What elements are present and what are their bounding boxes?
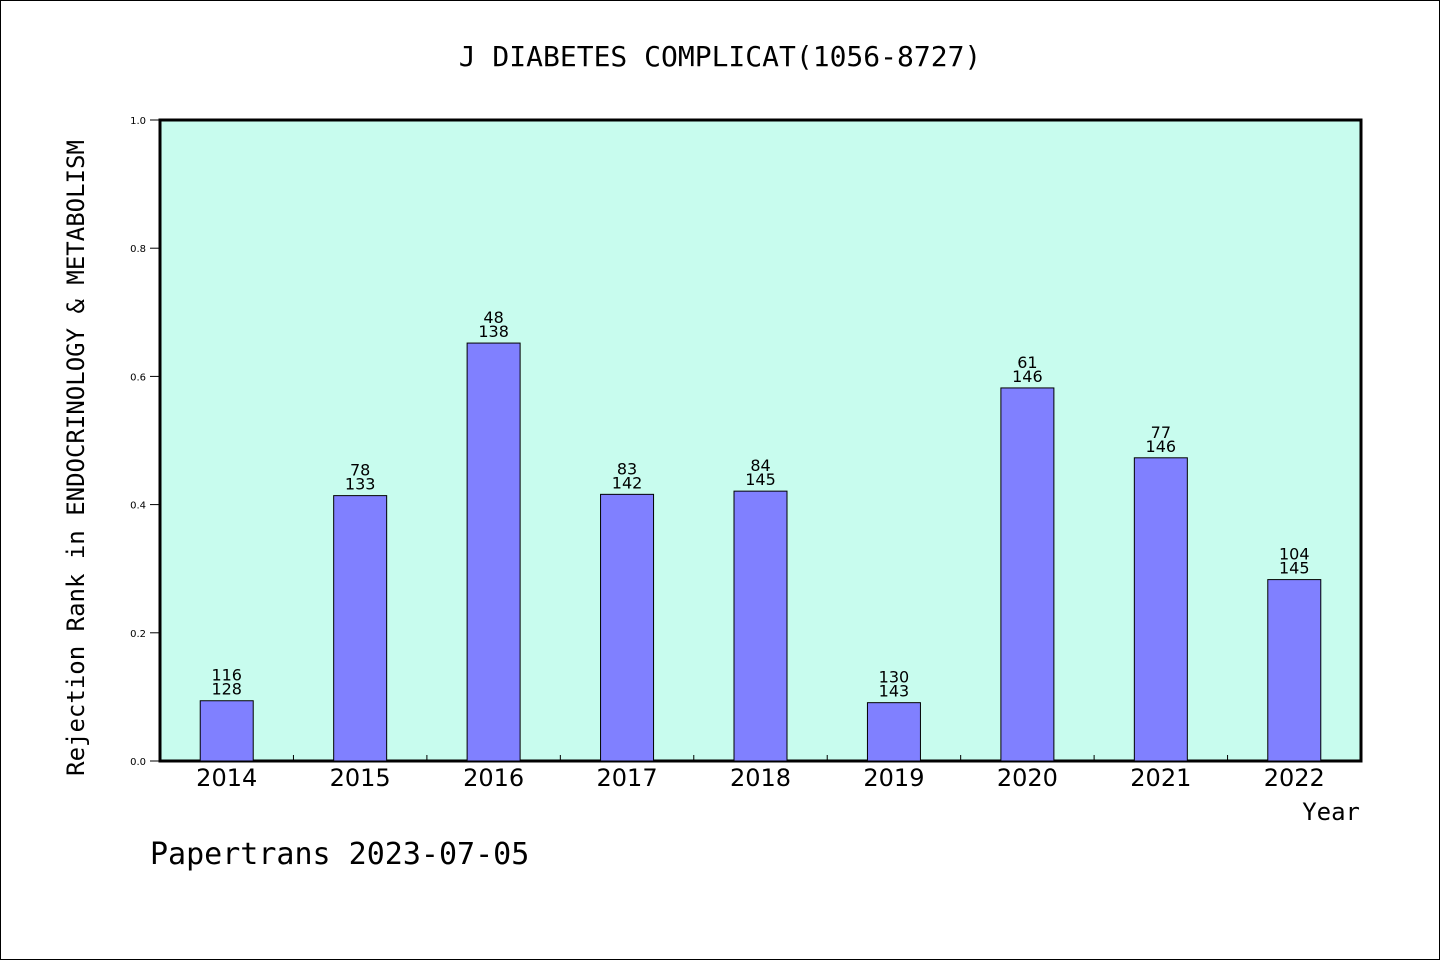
y-axis: 0.0 0.2 0.4 0.6 0.8 1.0 [130, 116, 160, 768]
bar-label-rank: 84 [750, 456, 770, 475]
bar [333, 495, 388, 762]
y-tick-label: 0.2 [130, 629, 146, 640]
y-axis-label: Rejection Rank in ENDOCRINOLOGY & METABO… [62, 140, 90, 776]
y-tick-label: 0.0 [130, 757, 146, 768]
x-tick-label: 2016 [463, 764, 524, 792]
bar-label-total: 145 [745, 470, 776, 489]
bar-label-total: 146 [1146, 437, 1177, 456]
bar-label-rank: 116 [211, 666, 242, 685]
x-tick-label: 2021 [1130, 764, 1191, 792]
x-tick-label: 2018 [730, 764, 791, 792]
bar-label-total: 143 [879, 682, 910, 701]
bar-label-total: 133 [345, 475, 376, 494]
x-tick-label: 2020 [997, 764, 1058, 792]
x-tick-label: 2019 [863, 764, 924, 792]
bar-label-total: 146 [1012, 367, 1043, 386]
x-tick-label: 2022 [1264, 764, 1325, 792]
bar [1133, 457, 1188, 762]
x-tick-label: 2014 [196, 764, 257, 792]
bar [600, 493, 655, 762]
y-tick-label: 1.0 [130, 116, 146, 127]
y-tick-label: 0.8 [130, 244, 146, 255]
bar-series: 1161287813348138831428414513014361146771… [199, 308, 1322, 762]
chart-title: J DIABETES COMPLICAT(1056-8727) [459, 40, 982, 73]
bar [466, 342, 521, 762]
bar-label-rank: 77 [1151, 423, 1171, 442]
bar-label-rank: 104 [1279, 545, 1310, 564]
bar [1267, 579, 1322, 762]
x-axis-label: Year [1302, 798, 1360, 826]
bar-label-total: 142 [612, 473, 643, 492]
x-tick-label: 2017 [597, 764, 658, 792]
bar-label-total: 128 [211, 680, 242, 699]
x-axis: 2014 2015 2016 2017 2018 2019 2020 2021 2022 [196, 755, 1325, 792]
bar [733, 490, 788, 762]
y-tick-label: 0.4 [130, 501, 146, 512]
bar [199, 700, 254, 762]
bar-label-rank: 130 [879, 668, 910, 687]
x-tick-label: 2015 [330, 764, 391, 792]
bar [866, 702, 921, 762]
bar-label-total: 138 [478, 322, 509, 341]
bar [1000, 387, 1055, 762]
bar-label-total: 145 [1279, 559, 1310, 578]
bar-label-rank: 78 [350, 461, 370, 480]
y-tick-label: 0.6 [130, 372, 146, 383]
bar-label-rank: 61 [1017, 353, 1037, 372]
bar-label-rank: 48 [483, 308, 503, 327]
footer-credit: Papertrans 2023-07-05 [150, 837, 529, 872]
bar-label-rank: 83 [617, 459, 637, 478]
